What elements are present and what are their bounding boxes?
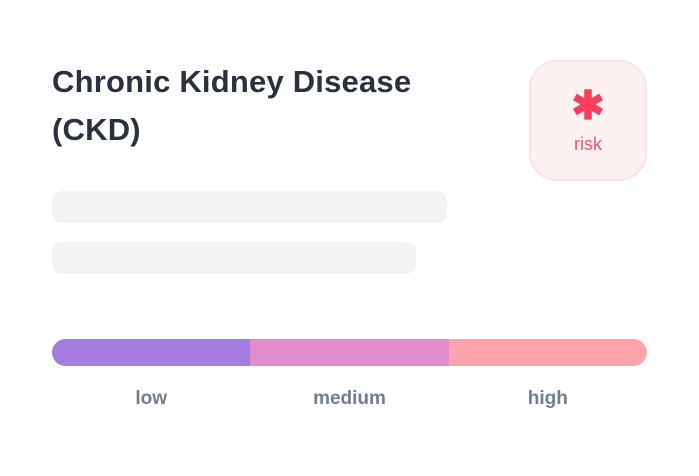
skeleton-line xyxy=(52,242,416,274)
risk-badge-label: risk xyxy=(574,134,602,154)
risk-label-high: high xyxy=(527,388,568,409)
risk-label-low: low xyxy=(135,388,167,409)
risk-segment-high xyxy=(448,339,647,366)
risk-badge[interactable]: ✱ risk xyxy=(529,60,647,181)
skeleton-line xyxy=(52,191,447,223)
risk-scale-bar xyxy=(52,339,647,366)
asterisk-icon: ✱ xyxy=(571,84,605,128)
risk-segment-low xyxy=(52,339,251,366)
risk-segment-medium xyxy=(250,339,449,366)
risk-scale-labels: low medium high xyxy=(52,388,647,410)
card-header: Chronic Kidney Disease (CKD) ✱ risk xyxy=(52,58,647,181)
card-title: Chronic Kidney Disease (CKD) xyxy=(52,64,412,147)
risk-label-medium: medium xyxy=(313,388,386,409)
